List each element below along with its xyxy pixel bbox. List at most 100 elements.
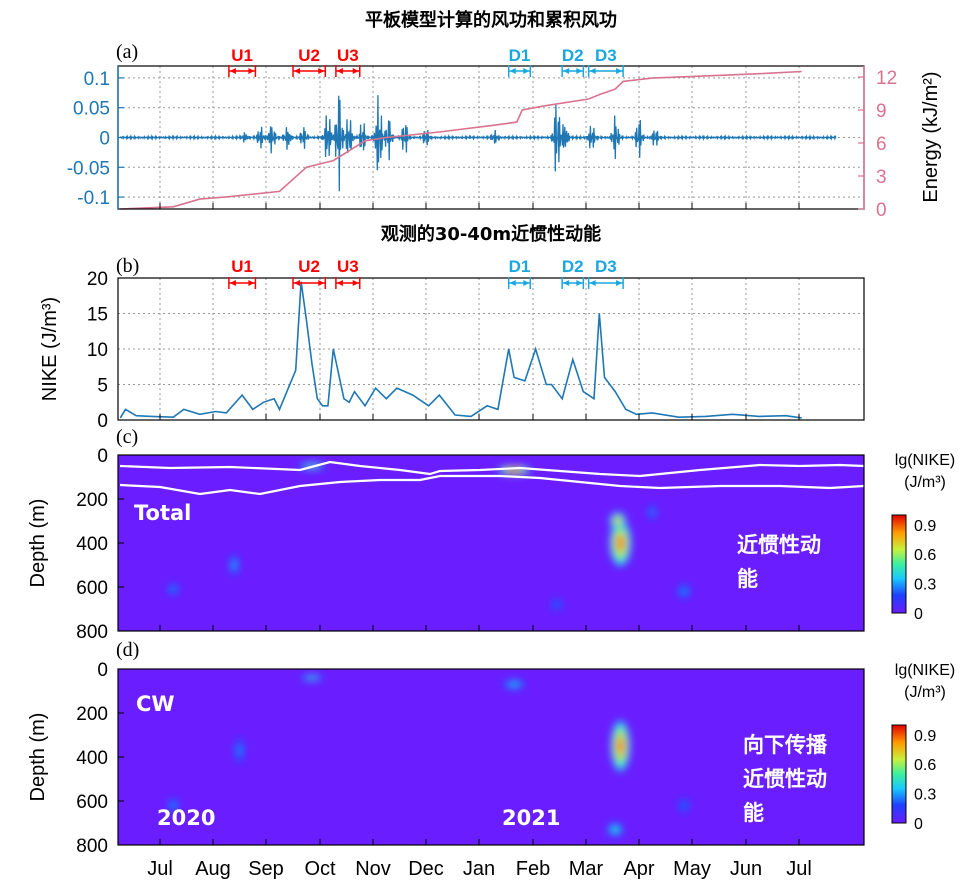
d-side-text-0: 向下传播 — [743, 733, 828, 757]
y-tick-label-b-0: 20 — [87, 269, 108, 290]
month-label-1: Aug — [195, 858, 231, 880]
c-blob-4-2 — [232, 561, 236, 569]
c-colorbar-title-0: lg(NIKE) — [895, 452, 955, 469]
y-tick-label-a-0: 0.1 — [84, 69, 110, 90]
d-blob-5-2 — [171, 802, 176, 809]
y-tick-label-right-a-0: 12 — [876, 68, 897, 89]
inner-label-d: CW — [136, 692, 175, 716]
c-blob-0-2 — [616, 533, 625, 553]
d-side-text-2: 能 — [743, 801, 764, 825]
y-tick-label-b-1: 15 — [87, 305, 108, 326]
y-tick-label-a-2: 0 — [99, 129, 110, 150]
b-event-label-2: U3 — [337, 257, 359, 276]
d-colorbar-tick-2: 0.3 — [914, 787, 936, 804]
white-contour-lower-c — [119, 474, 864, 496]
a-event-label-2: U3 — [337, 46, 359, 65]
panel-label-c: (c) — [116, 426, 138, 448]
y-c-tick-label-4: 800 — [76, 622, 108, 643]
c-blob-1-2 — [614, 517, 621, 525]
d-colorbar-tick-1: 0.6 — [914, 757, 936, 774]
d-colorbar-title-0: lg(NIKE) — [895, 662, 955, 679]
b-event-label-3: D1 — [509, 257, 531, 276]
b-event-arrowheads-2 — [336, 280, 359, 286]
a-event-label-3: D1 — [509, 46, 531, 65]
b-event-label-4: D2 — [562, 257, 584, 276]
month-label-11: Jun — [730, 858, 762, 880]
d-blob-0-2 — [616, 735, 625, 757]
d-colorbar-tick-0: 0.9 — [914, 728, 936, 745]
month-label-8: Mar — [569, 858, 604, 880]
c-colorbar-bar — [891, 514, 907, 614]
y-label-d: Depth (m) — [27, 713, 49, 802]
y-tick-label-right-a-2: 6 — [876, 134, 887, 155]
y-label-b: NIKE (J/m³) — [39, 297, 61, 401]
a-event-label-5: D3 — [595, 46, 617, 65]
c-colorbar-tick-2: 0.3 — [914, 577, 936, 594]
y-c-tick-label-2: 400 — [76, 534, 108, 555]
a-event-label-4: D2 — [562, 46, 584, 65]
y-tick-label-a-3: -0.05 — [67, 158, 110, 179]
y-label-c: Depth (m) — [27, 499, 49, 588]
c-blob-5-2 — [171, 587, 176, 592]
d-blob-6-2 — [681, 802, 687, 809]
b-event-label-0: U1 — [231, 257, 253, 276]
cumulative-energy-line — [120, 70, 802, 210]
heatmap-background-c — [118, 455, 864, 631]
c-colorbar-tick-1: 0.6 — [914, 547, 936, 564]
d-colorbar-title-1: (J/m³) — [904, 684, 946, 701]
panel-b: 20 15 10 5 0 NIKE (J/m³) U1 U2 U3 D1 D2 D3 — [39, 257, 865, 432]
d-blob-3-2 — [307, 676, 317, 679]
y-tick-label-right-a-4: 0 — [876, 200, 887, 221]
y-c-tick-label-0: 0 — [97, 446, 108, 467]
a-event-label-1: U2 — [298, 46, 320, 65]
title-a: 平板模型计算的风功和累积风功 — [365, 9, 617, 31]
d-blob-2-2 — [509, 682, 519, 687]
month-label-6: Jan — [463, 858, 495, 880]
y-tick-label-b-2: 10 — [87, 340, 108, 361]
title-b: 观测的30-40m近惯性动能 — [381, 223, 601, 245]
month-label-7: Feb — [516, 858, 550, 880]
nike-line — [119, 281, 802, 419]
a-event-arrowheads-2 — [336, 68, 359, 74]
year-label-2021: 2021 — [502, 806, 560, 830]
a-event-label-0: U1 — [231, 46, 253, 65]
month-label-9: Apr — [623, 858, 654, 880]
y-tick-label-b-4: 0 — [97, 411, 108, 432]
d-blob-1-2 — [611, 827, 619, 833]
y-tick-label-a-1: 0.05 — [73, 99, 110, 120]
y-label-right-a: Energy (kJ/m²) — [920, 71, 942, 202]
y-d-tick-label-2: 400 — [76, 748, 108, 769]
c-blob-8-2 — [554, 602, 559, 607]
c-blob-7-2 — [650, 509, 654, 515]
y-c-tick-label-1: 200 — [76, 490, 108, 511]
y-tick-label-a-4: -0.1 — [77, 188, 110, 209]
panel-c: 0 200 400 600 800 Depth (m) Total 近惯性动能 lg(N… — [27, 446, 955, 643]
c-colorbar-tick-3: 0 — [914, 606, 923, 623]
panel-label-d: (d) — [116, 639, 139, 661]
b-event-arrowheads-4 — [563, 280, 583, 286]
a-event-arrowheads-0 — [229, 68, 255, 74]
panel-d: 0 200 400 600 800 Depth (m) CW 2020 2021 向下传… — [27, 660, 955, 857]
month-label-12: Jul — [786, 858, 812, 880]
panel-label-b: (b) — [116, 255, 139, 277]
b-event-arrowheads-3 — [509, 280, 530, 286]
y-tick-label-right-a-3: 3 — [876, 167, 887, 188]
y-d-tick-label-0: 0 — [97, 660, 108, 681]
axes-frame-b — [117, 277, 865, 421]
y-tick-label-right-a-1: 9 — [876, 101, 887, 122]
y-d-tick-label-4: 800 — [76, 836, 108, 857]
month-label-3: Oct — [304, 858, 336, 880]
c-colorbar-title-1: (J/m³) — [904, 474, 946, 491]
b-event-arrowheads-0 — [229, 280, 255, 286]
d-blob-4-2 — [237, 745, 242, 756]
c-colorbar-tick-0: 0.9 — [914, 518, 936, 535]
a-event-arrowheads-3 — [509, 68, 530, 74]
month-label-0: Jul — [147, 858, 173, 880]
d-colorbar-tick-3: 0 — [914, 816, 923, 833]
b-event-label-5: D3 — [595, 257, 617, 276]
year-label-2020: 2020 — [157, 806, 215, 830]
wind-work-line — [119, 95, 837, 192]
c-side-text-1: 能 — [737, 567, 758, 591]
